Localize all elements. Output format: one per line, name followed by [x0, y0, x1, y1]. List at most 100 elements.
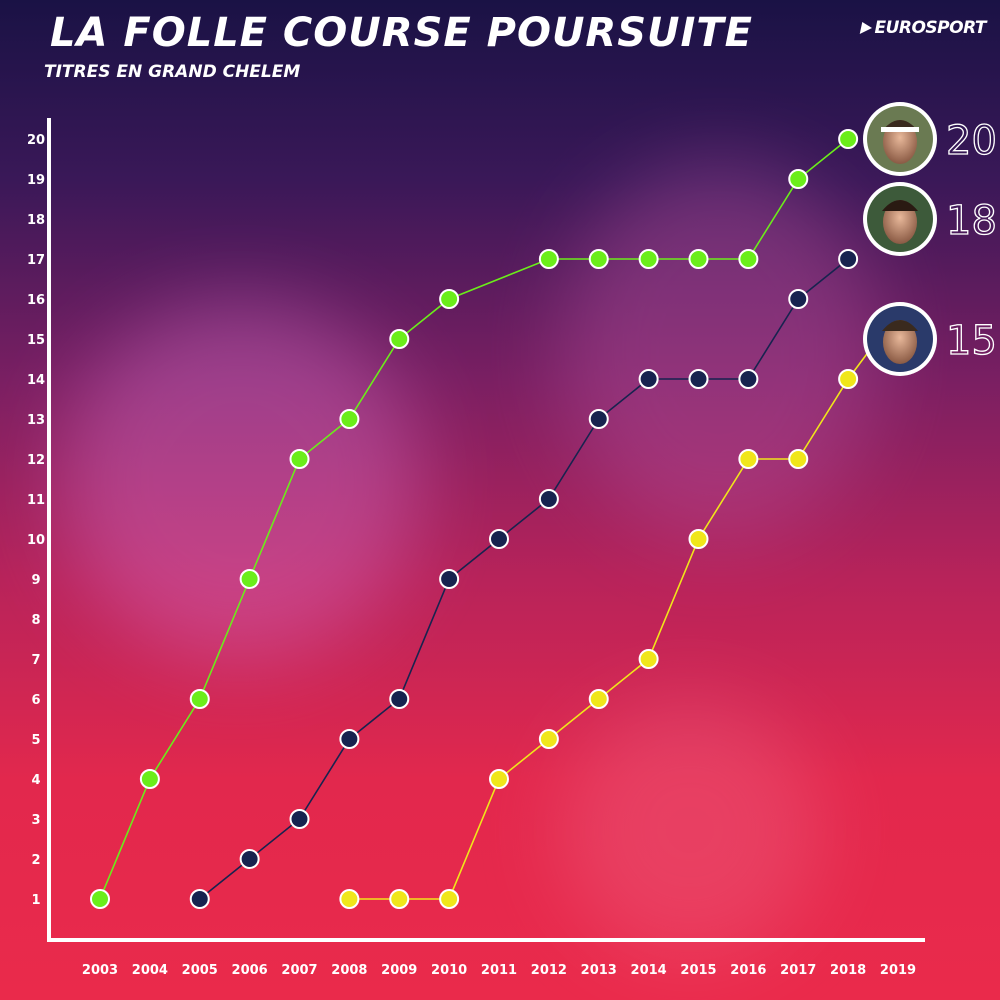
series-1-point [588, 249, 609, 269]
series-2-point [788, 289, 809, 309]
y-tick-label: 11 [27, 493, 45, 508]
x-tick-label: 2012 [531, 963, 567, 978]
chart-title: LA FOLLE COURSE POURSUITE [50, 10, 754, 56]
series-2-point [538, 489, 559, 509]
x-tick-label: 2009 [381, 963, 417, 978]
series-2-point [189, 889, 210, 909]
series-end-label: 15 [946, 318, 997, 364]
x-tick-label: 2008 [331, 963, 367, 978]
series-line-1 [99, 138, 849, 900]
series-end-label: 18 [946, 198, 997, 244]
series-2-point [588, 409, 609, 429]
y-tick-label: 5 [31, 733, 40, 748]
x-tick-label: 2010 [431, 963, 467, 978]
x-tick-label: 2005 [182, 963, 218, 978]
series-2-point [489, 529, 509, 549]
y-tick-label: 7 [31, 653, 40, 668]
y-tick-label: 3 [31, 813, 40, 828]
y-tick-label: 17 [27, 253, 45, 268]
background-glow-right [560, 160, 880, 540]
series-1-point [289, 449, 310, 469]
series-2-point [838, 249, 859, 269]
x-tick-label: 2013 [581, 963, 617, 978]
y-tick-label: 6 [31, 693, 40, 708]
series-1-point [189, 689, 210, 709]
series-2-point [738, 369, 759, 389]
x-tick-label: 2019 [880, 963, 916, 978]
series-1-point [538, 249, 559, 269]
series-1-point [439, 289, 460, 309]
y-tick-label: 14 [27, 373, 45, 388]
series-3-point [439, 889, 460, 909]
y-tick-label: 20 [27, 133, 45, 148]
background-glow-left [60, 300, 420, 660]
series-2-point [688, 369, 709, 389]
x-axis-ticks: 2003 2004 2005 2006 2007 2008 2009 2010 2011 2012… [82, 963, 916, 978]
series-2-point [638, 369, 659, 389]
y-tick-label: 4 [31, 773, 40, 788]
series-end-label: 20 [946, 118, 997, 164]
player-avatars [863, 102, 937, 376]
avatar-hair-icon [882, 320, 918, 331]
y-tick-label: 19 [27, 173, 45, 188]
chart-axes [47, 118, 925, 942]
series-3-point [538, 729, 559, 749]
x-tick-label: 2016 [730, 963, 766, 978]
series-end-labels: 20 18 15 [945, 117, 997, 364]
series-1-point [389, 329, 410, 349]
series-lines [99, 138, 879, 900]
series-1-point [688, 249, 709, 269]
x-tick-label: 2014 [631, 963, 667, 978]
player-3-avatar [863, 302, 937, 376]
series-3-point [389, 889, 410, 909]
series-2-point [339, 729, 360, 749]
series-3-point [489, 769, 509, 789]
y-tick-label: 12 [27, 453, 45, 468]
y-tick-label: 2 [31, 853, 40, 868]
series-line-2 [199, 258, 849, 900]
y-tick-label: 13 [27, 413, 45, 428]
x-tick-label: 2017 [780, 963, 816, 978]
y-tick-label: 16 [27, 293, 45, 308]
series-3-point [688, 529, 709, 549]
y-tick-label: 1 [31, 893, 40, 908]
series-1-point [239, 569, 260, 589]
brand-name: EUROSPORT [874, 18, 986, 38]
series-3-point [838, 369, 859, 389]
brand-logo: EUROSPORT [860, 18, 986, 38]
series-2-point [289, 809, 310, 829]
x-tick-label: 2015 [680, 963, 716, 978]
series-3-point [638, 649, 659, 669]
series-3-point [738, 449, 759, 469]
series-1-point [139, 769, 160, 789]
chart-subtitle: TITRES EN GRAND CHELEM [44, 62, 301, 82]
series-1-point [738, 249, 759, 269]
series-3-point [339, 889, 360, 909]
series-1-point [638, 249, 659, 269]
x-tick-label: 2007 [281, 963, 317, 978]
y-tick-label: 18 [27, 213, 45, 228]
y-tick-label: 9 [31, 573, 40, 588]
series-1-point [339, 409, 360, 429]
series-1-point [788, 169, 809, 189]
player-2-avatar [863, 182, 937, 256]
x-tick-label: 2006 [232, 963, 268, 978]
series-1-point [838, 129, 859, 149]
x-tick-label: 2004 [132, 963, 168, 978]
y-tick-label: 15 [27, 333, 45, 348]
series-points [90, 129, 859, 909]
series-3-point [788, 449, 809, 469]
x-tick-label: 2011 [481, 963, 517, 978]
y-tick-label: 10 [27, 533, 45, 548]
series-1-point [90, 889, 110, 909]
series-2-point [439, 569, 460, 589]
background-glow-bottom [560, 700, 820, 960]
series-2-point [239, 849, 260, 869]
avatar-hair-icon [882, 200, 918, 211]
series-2-point [389, 689, 410, 709]
x-tick-label: 2003 [82, 963, 118, 978]
series-3-point [588, 689, 609, 709]
